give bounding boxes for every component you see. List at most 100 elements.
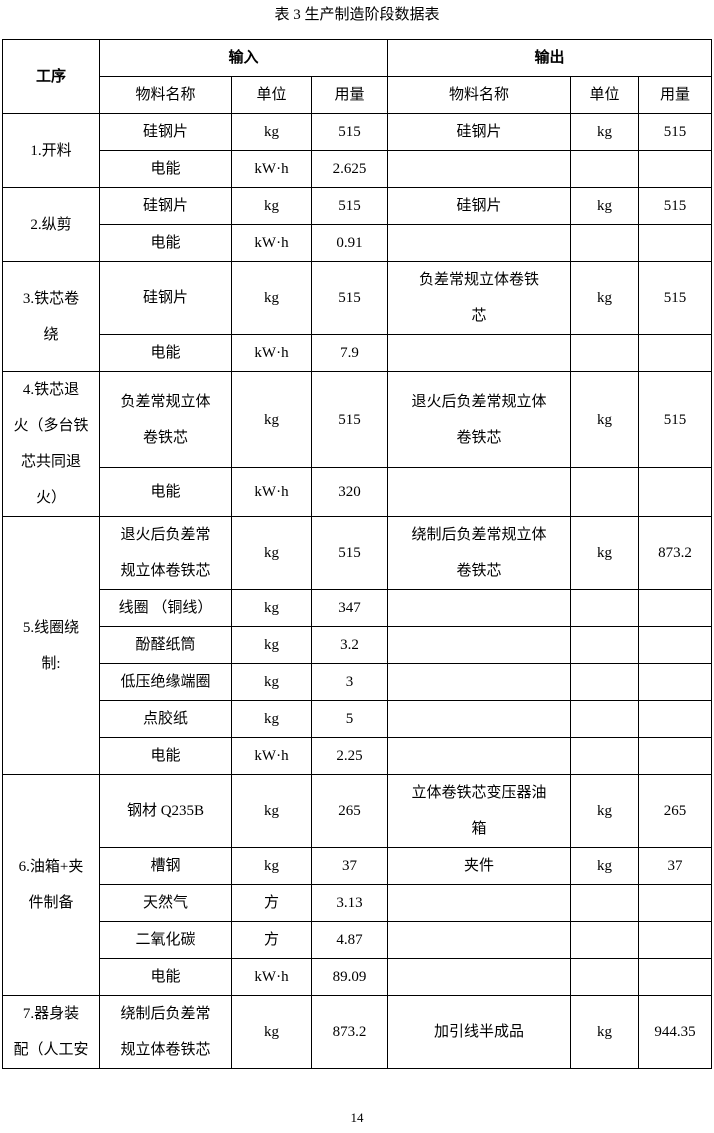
output-unit bbox=[570, 737, 640, 775]
input-material-name-line: 槽钢 bbox=[150, 858, 181, 874]
input-quantity: 265 bbox=[310, 774, 389, 848]
output-material-name: 硅钢片 bbox=[387, 113, 572, 151]
output-unit bbox=[570, 334, 640, 372]
output-quantity: 944.35 bbox=[638, 995, 713, 1069]
output-quantity bbox=[638, 467, 713, 517]
input-material-name-line: 卷铁芯 bbox=[142, 429, 188, 446]
input-quantity: 3 bbox=[310, 663, 389, 701]
table-title: 表 3 生产制造阶段数据表 bbox=[274, 7, 440, 23]
header-process: 工序 bbox=[2, 39, 100, 114]
input-unit: kW·h bbox=[231, 150, 312, 188]
input-quantity: 3.13 bbox=[310, 884, 389, 922]
table-row: 2.纵剪 硅钢片 kg 515 硅钢片 kg 515 bbox=[2, 187, 713, 262]
input-material-name: 硅钢片 bbox=[99, 113, 232, 151]
input-quantity: 0.91 bbox=[310, 224, 389, 262]
table-body: 1.开料 硅钢片 kg 515 硅钢片 kg 515 电能 kW·h 2.625 2.纵剪 硅钢片 kg… bbox=[2, 113, 713, 1069]
input-unit: kg bbox=[231, 113, 312, 151]
output-unit: kg bbox=[570, 516, 640, 590]
input-material-name-line: 电能 bbox=[150, 345, 181, 361]
table-row: 槽钢 kg 37 夹件 kg 37 bbox=[3, 847, 713, 885]
production-data-table: 工序 输入 输出 物料名称 单位 用量 物料名称 单位 用量 1.开料 硅钢片 kg… bbox=[2, 39, 713, 1069]
input-material-name: 退火后负差常 规立体卷铁芯 bbox=[99, 516, 232, 590]
table-row: 电能 kW·h 320 bbox=[3, 467, 713, 517]
output-material-name-line: 立体卷铁芯变压器油 bbox=[411, 785, 547, 801]
output-unit bbox=[570, 224, 640, 262]
input-material-name: 绕制后负差常 规立体卷铁芯 bbox=[99, 995, 232, 1069]
table-row: 3.铁芯卷绕硅钢片 kg 515 负差常规立体卷铁芯 kg 515 bbox=[2, 261, 713, 372]
process-cell-line: 5.线圈绕 bbox=[22, 619, 80, 636]
table-row: 7.器身装 配（人工安 绕制后负差常 规立体卷铁芯 kg 873.2 加引线半成品 kg 944… bbox=[2, 995, 713, 1069]
input-material-name: 线圈 （铜线） bbox=[99, 589, 232, 627]
input-material-name: 槽钢 bbox=[99, 847, 232, 885]
input-material-name: 酚醛纸筒 bbox=[99, 626, 232, 664]
input-material-name-line: 二氧化碳 bbox=[135, 932, 196, 948]
table-row: 1.开料 硅钢片 kg 515 硅钢片 kg 515 bbox=[2, 113, 713, 188]
output-unit bbox=[570, 626, 640, 664]
output-material-name-line: 卷铁芯 bbox=[456, 563, 502, 579]
input-unit: kg bbox=[231, 589, 312, 627]
table-row: 电能 kW·h 0.91 bbox=[3, 224, 713, 262]
input-material-name-line: 电能 bbox=[150, 969, 181, 985]
input-unit: kg bbox=[231, 700, 312, 738]
header-in-qty: 用量 bbox=[310, 76, 389, 114]
process-cell: 5.线圈绕制: bbox=[2, 516, 100, 775]
process-cell-line: 配（人工安 bbox=[13, 1042, 89, 1058]
input-quantity: 873.2 bbox=[310, 995, 389, 1069]
output-quantity: 265 bbox=[638, 774, 713, 848]
output-quantity bbox=[638, 224, 713, 262]
process-cell-line: 制: bbox=[41, 655, 61, 672]
output-material-name bbox=[387, 467, 572, 517]
output-material-name bbox=[387, 589, 572, 627]
process-cell-line: 2.纵剪 bbox=[30, 216, 72, 233]
input-material-name-line: 硅钢片 bbox=[142, 290, 188, 306]
input-unit: 方 bbox=[231, 884, 312, 922]
process-cell: 6.油箱+夹 件制备 bbox=[2, 774, 100, 996]
input-quantity: 515 bbox=[310, 113, 389, 151]
input-material-name: 点胶纸 bbox=[99, 700, 232, 738]
input-quantity: 7.9 bbox=[310, 334, 389, 372]
input-material-name-line: 线圈 （铜线） bbox=[118, 600, 213, 616]
table-row: 低压绝缘端圈 kg 3 bbox=[3, 663, 713, 701]
table-row: 电能 kW·h 89.09 bbox=[3, 958, 713, 996]
process-cell: 4.铁芯退 火（多台铁 芯共同退 火） bbox=[2, 371, 100, 517]
table-row: 6.油箱+夹 件制备 钢材 Q235B kg 265 立体卷铁芯变压器油箱 kg 265 bbox=[2, 774, 713, 996]
output-material-name-line: 绕制后负差常规立体 bbox=[411, 527, 547, 543]
output-material-name: 夹件 bbox=[387, 847, 572, 885]
table-row: 天然气 方 3.13 bbox=[3, 884, 713, 922]
input-material-name-line: 电能 bbox=[150, 161, 181, 177]
output-quantity bbox=[638, 626, 713, 664]
process-cell-line: 火） bbox=[35, 490, 66, 506]
input-quantity: 2.25 bbox=[310, 737, 389, 775]
input-unit: kg bbox=[231, 370, 312, 469]
input-quantity: 320 bbox=[310, 467, 389, 517]
output-quantity: 37 bbox=[638, 847, 713, 885]
process-cell-line: 7.器身装 bbox=[22, 1006, 80, 1022]
input-material-name-line: 退火后负差常 bbox=[120, 527, 211, 543]
output-unit bbox=[570, 150, 640, 188]
input-material-name-line: 规立体卷铁芯 bbox=[120, 563, 211, 579]
output-quantity: 515 bbox=[638, 113, 713, 151]
table-row: 电能 kW·h 2.625 bbox=[3, 150, 713, 188]
input-quantity: 515 bbox=[310, 187, 389, 225]
input-material-name-line: 酚醛纸筒 bbox=[135, 637, 196, 653]
input-quantity: 37 bbox=[310, 847, 389, 885]
process-cell-line: 4.铁芯退 bbox=[22, 382, 80, 398]
table-row: 5.线圈绕 制: 退火后负差常 规立体卷铁芯 kg 515 绕制后负差常规立体 卷铁芯 kg 87… bbox=[2, 516, 713, 775]
process-cell-line: 3.铁芯卷 bbox=[22, 290, 80, 307]
output-quantity bbox=[638, 737, 713, 775]
table-row: 线圈 （铜线） kg 347 bbox=[3, 589, 713, 627]
input-material-name: 钢材 Q235B bbox=[99, 774, 232, 848]
output-material-name: 立体卷铁芯变压器油箱 bbox=[387, 774, 572, 848]
output-material-name bbox=[387, 626, 572, 664]
input-unit: kW·h bbox=[231, 958, 312, 996]
input-material-name: 电能 bbox=[99, 150, 232, 188]
input-material-name-line: 硅钢片 bbox=[142, 198, 188, 214]
header-in-unit: 单位 bbox=[231, 76, 312, 114]
output-unit: kg bbox=[570, 261, 640, 335]
output-quantity bbox=[638, 958, 713, 996]
table-row: 酚醛纸筒 kg 3.2 bbox=[3, 626, 713, 664]
input-material-name-line: 电能 bbox=[150, 484, 181, 501]
output-material-name-line: 箱 bbox=[471, 821, 487, 837]
input-material-name: 低压绝缘端圈 bbox=[99, 663, 232, 701]
output-unit bbox=[570, 700, 640, 738]
